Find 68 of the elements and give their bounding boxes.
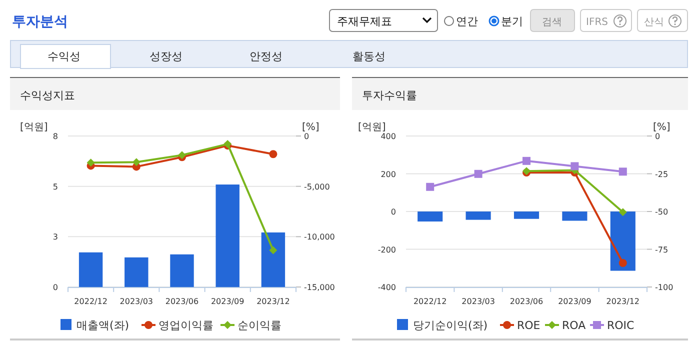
legend-label: 매출액(좌) xyxy=(76,319,130,332)
text: 활동성 xyxy=(352,50,386,63)
legend-label: ROA xyxy=(562,319,586,332)
chart-title: 투자수익률 xyxy=(362,89,417,102)
x-tick-label: 2023/03 xyxy=(120,297,154,306)
y2-axis-title: [%] xyxy=(653,122,670,133)
text: 산식 xyxy=(644,17,664,28)
y-tick-label: -200 xyxy=(378,245,396,254)
legend-label: 당기순이익(좌) xyxy=(413,319,488,332)
x-tick-label: 2023/06 xyxy=(165,297,199,306)
x-tick-label: 2023/03 xyxy=(462,297,495,306)
y2-tick-label: 0 xyxy=(655,132,660,141)
y2-tick-label: 0 xyxy=(304,132,310,141)
text: 주재무제표 xyxy=(337,15,392,28)
chart-title: 수익성지표 xyxy=(20,89,75,102)
x-tick-label: 2023/06 xyxy=(510,297,544,306)
x-tick-label: 2023/09 xyxy=(210,297,244,306)
bar xyxy=(124,257,148,287)
point xyxy=(426,182,434,191)
text: 성장성 xyxy=(150,50,182,63)
point xyxy=(269,150,278,158)
point xyxy=(522,156,530,165)
x-tick-label: 2023/09 xyxy=(558,297,592,306)
bar xyxy=(170,254,194,287)
y-tick-label: 200 xyxy=(380,170,396,179)
y-tick-label: 5 xyxy=(52,182,58,192)
text: 안정성 xyxy=(250,50,282,63)
text: IFRS xyxy=(586,17,608,28)
point xyxy=(86,158,95,167)
text: 연간 xyxy=(456,15,478,28)
text: 검색 xyxy=(542,17,562,28)
point xyxy=(132,158,140,166)
y2-tick-label: -100 xyxy=(655,283,674,292)
y-tick-label: 8 xyxy=(52,132,58,141)
bar xyxy=(78,252,103,287)
y-tick-label: 3 xyxy=(52,232,58,242)
y2-tick-label: -10,000 xyxy=(304,232,335,242)
y2-tick-label: -15,000 xyxy=(304,283,335,292)
point xyxy=(269,246,278,254)
text: 투자분석 xyxy=(12,14,68,30)
x-tick-label: 2023/12 xyxy=(606,297,640,306)
point xyxy=(570,162,579,170)
text: 분기 xyxy=(501,15,523,28)
y-tick-label: 0 xyxy=(52,283,58,292)
point xyxy=(618,258,627,267)
legend-label: ROIC xyxy=(607,319,635,332)
legend-label: 영업이익률 xyxy=(158,319,214,332)
y-tick-label: 0 xyxy=(390,208,396,216)
legend-label: 순이익률 xyxy=(238,319,282,332)
text: 수익성 xyxy=(48,50,80,63)
y2-tick-label: -75 xyxy=(655,245,668,254)
point xyxy=(618,168,627,176)
y2-tick-label: -5,000 xyxy=(304,182,330,192)
x-tick-label: 2022/12 xyxy=(413,297,447,306)
x-tick-label: 2023/12 xyxy=(256,297,290,306)
legend-label: ROE xyxy=(517,319,540,332)
y-axis-title: [억원] xyxy=(358,122,386,133)
bar xyxy=(261,232,286,287)
y-tick-label: 400 xyxy=(380,132,396,141)
y-tick-label: -400 xyxy=(378,283,396,292)
y2-tick-label: -25 xyxy=(655,170,668,179)
y2-axis-title: [%] xyxy=(302,122,320,133)
y-axis-title: [억원] xyxy=(20,122,48,133)
bar xyxy=(216,184,240,287)
point xyxy=(618,208,627,216)
x-tick-label: 2022/12 xyxy=(74,297,108,306)
y2-tick-label: -50 xyxy=(655,208,668,216)
point xyxy=(474,170,482,178)
